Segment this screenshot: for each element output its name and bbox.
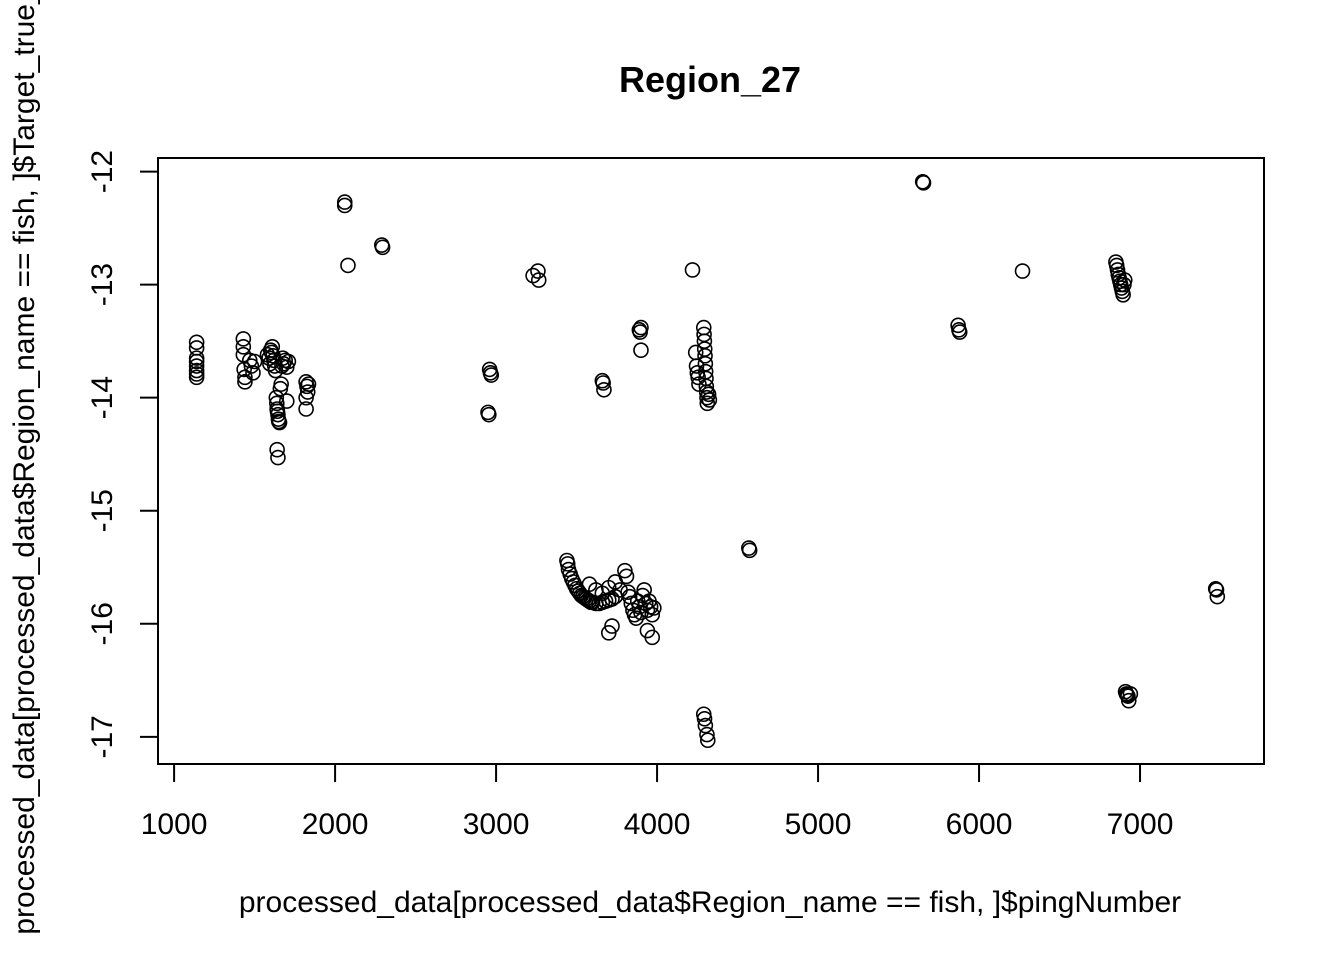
data-point: [270, 406, 286, 423]
data-point: [188, 358, 205, 374]
data-point: [530, 272, 547, 288]
data-point: [628, 610, 644, 626]
data-point: [278, 359, 295, 375]
data-point: [271, 414, 288, 431]
data-point: [237, 374, 253, 390]
data-point: [273, 376, 289, 392]
y-tick-label: -15: [86, 489, 119, 532]
y-tick-label: -16: [86, 602, 119, 645]
data-point: [698, 384, 715, 400]
data-point: [699, 395, 716, 412]
data-point: [236, 361, 252, 378]
data-point: [617, 562, 633, 579]
data-point: [481, 406, 497, 423]
data-point: [696, 710, 713, 727]
data-point: [697, 717, 714, 734]
data-point: [298, 389, 314, 406]
data-point: [699, 726, 715, 743]
data-point: [639, 602, 656, 619]
data-point: [340, 257, 356, 274]
data-point: [699, 732, 716, 749]
data-point: [1120, 692, 1137, 709]
data-point: [701, 392, 718, 408]
data-point: [299, 378, 315, 395]
data-point: [235, 331, 252, 347]
data-point: [633, 319, 649, 336]
data-point: [1116, 272, 1133, 288]
data-point: [525, 267, 541, 284]
x-tick-label: 1000: [141, 808, 208, 841]
x-tick-label: 4000: [624, 808, 691, 841]
y-axis-label: processed_data[processed_data$Region_nam…: [8, 0, 41, 935]
data-point: [188, 334, 205, 351]
data-point: [246, 353, 263, 370]
data-point: [188, 369, 205, 386]
data-point: [374, 239, 391, 256]
data-point: [298, 401, 314, 417]
x-tick-label: 6000: [946, 808, 1013, 841]
data-point: [336, 194, 353, 210]
x-tick-label: 2000: [302, 808, 369, 841]
data-point: [280, 353, 297, 370]
data-point: [644, 606, 661, 623]
data-point: [644, 629, 661, 646]
data-point: [595, 375, 611, 391]
y-tick-label: -17: [86, 715, 119, 758]
data-point: [646, 600, 662, 616]
data-point: [633, 342, 649, 359]
data-point: [1209, 588, 1226, 605]
data-point: [1115, 287, 1131, 303]
x-axis-label: processed_data[processed_data$Region_nam…: [239, 886, 1181, 919]
data-point: [618, 568, 635, 585]
data-point: [270, 449, 286, 466]
data-point: [688, 358, 705, 374]
data-point: [269, 395, 285, 412]
x-axis: 1000 2000 3000 4000 5000 6000 7000: [141, 763, 1174, 841]
data-point: [951, 324, 968, 340]
data-point: [559, 556, 576, 572]
data-point: [188, 353, 205, 370]
data-point: [596, 381, 612, 398]
data-point: [697, 355, 714, 372]
y-tick-label: -12: [86, 150, 119, 193]
data-point: [278, 393, 295, 409]
data-point: [483, 367, 500, 383]
data-point: [700, 386, 717, 403]
data-point: [336, 197, 353, 214]
data-point: [697, 348, 713, 364]
data-point: [741, 542, 758, 559]
x-tick-label: 7000: [1107, 808, 1174, 841]
data-point: [1014, 263, 1031, 279]
data-point: [915, 175, 932, 191]
data-point: [1208, 582, 1225, 598]
x-tick-label: 3000: [463, 808, 530, 841]
data-point: [530, 263, 546, 279]
plot-frame: [157, 157, 1265, 765]
data-points: [188, 173, 1226, 749]
data-point: [299, 384, 316, 400]
data-point: [604, 618, 620, 634]
data-point: [269, 441, 285, 458]
x-tick-label: 5000: [785, 808, 852, 841]
data-point: [245, 365, 261, 381]
y-tick-label: -13: [86, 263, 119, 306]
data-point: [1122, 686, 1139, 702]
chart-title: Region_27: [619, 59, 801, 100]
data-point: [243, 358, 260, 374]
y-axis: -12 -13 -14 -15 -16 -17: [86, 150, 159, 759]
data-point: [235, 339, 252, 355]
data-point: [684, 262, 701, 278]
y-tick-label: -14: [86, 376, 119, 419]
